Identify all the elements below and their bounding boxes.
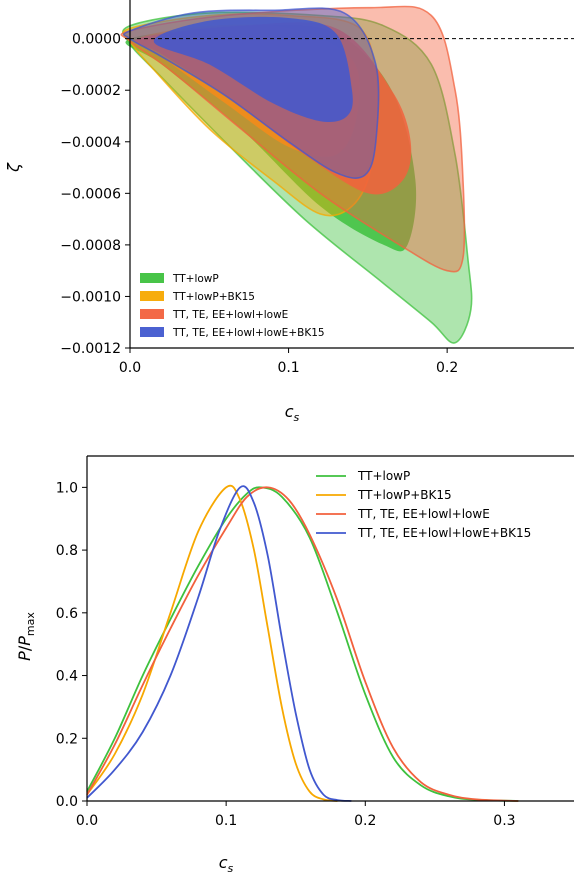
x-tick-label: 0.0: [76, 813, 98, 829]
legend-label-4: TT, TE, EE+lowl+lowE+BK15: [172, 327, 325, 339]
legend-label-1: TT+lowP: [357, 469, 410, 483]
density-curve-4: [86, 485, 352, 802]
contour-inner-4: [153, 16, 353, 123]
density-plot: 0.0 0.1 0.2 0.3 0.0 0.2 0.4 0.6 0.8 1.0 cs P/Pmax TT…: [15, 455, 574, 875]
legend-label-2: TT+lowP+BK15: [357, 488, 452, 502]
y-tick-label: −0.0010: [60, 289, 121, 305]
y-tick-label: −0.0008: [60, 238, 121, 254]
y-axis-label: P/Pmax: [15, 612, 37, 661]
x-axis-label: cs: [219, 853, 234, 875]
legend-label-4: TT, TE, EE+lowl+lowE+BK15: [357, 526, 531, 540]
density-curve-2: [86, 484, 338, 802]
y-tick-label: 1.0: [56, 480, 78, 496]
legend-label-3: TT, TE, EE+lowl+lowE: [357, 507, 490, 521]
x-tick-label: 0.1: [215, 813, 237, 829]
y-axis-label: ζ: [4, 162, 23, 173]
x-tick-label: 0.2: [354, 813, 376, 829]
y-tick-label: 0.8: [56, 543, 78, 559]
legend-swatch-2: [140, 291, 164, 301]
y-tick-label: −0.0002: [60, 83, 121, 99]
y-tick-label: 0.6: [56, 606, 78, 622]
legend-swatch-3: [140, 309, 164, 319]
y-tick-label: 0.4: [56, 669, 78, 685]
x-tick-label: 0.2: [436, 360, 458, 376]
y-tick-label: 0.0: [56, 794, 78, 810]
y-tick-label: −0.0012: [60, 341, 121, 357]
y-tick-label: −0.0004: [60, 135, 121, 151]
y-tick-label: −0.0006: [60, 186, 121, 202]
legend-swatch-1: [140, 273, 164, 283]
y-tick-label: 0.2: [56, 731, 78, 747]
x-tick-label: 0.1: [277, 360, 299, 376]
legend-swatch-4: [140, 327, 164, 337]
x-axis-label: cs: [285, 402, 300, 424]
x-tick-label: 0.0: [119, 360, 141, 376]
y-tick-label: 0.0000: [72, 32, 121, 48]
legend-label-1: TT+lowP: [172, 273, 219, 285]
density-curve-3: [86, 486, 519, 802]
contour-plot: 0.0 0.1 0.2 0.0000 −0.0002 −0.0004 −0.0006 −0.0…: [4, 0, 574, 424]
legend-label-3: TT, TE, EE+lowl+lowE: [172, 309, 288, 321]
legend-label-2: TT+lowP+BK15: [172, 291, 255, 303]
x-tick-label: 0.3: [493, 813, 515, 829]
